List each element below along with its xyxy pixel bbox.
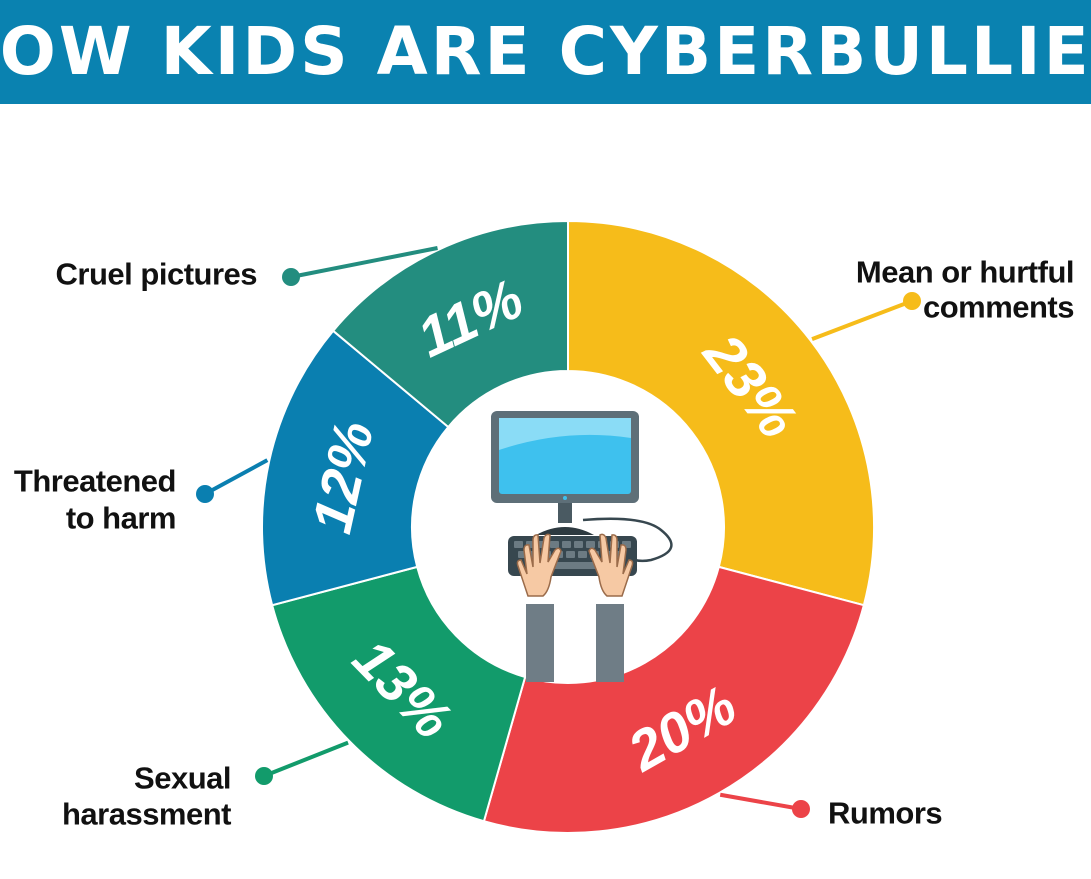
callout-line xyxy=(719,792,802,811)
callout-line xyxy=(290,246,438,279)
callout-line xyxy=(263,740,349,778)
donut-slice xyxy=(261,329,450,607)
title-banner: HOW KIDS ARE CYBERBULLIED xyxy=(0,0,1091,104)
callout-dot xyxy=(792,800,810,818)
callout-dot xyxy=(903,292,921,310)
computer-typing-hands-icon xyxy=(491,411,673,682)
chart-segments xyxy=(261,219,875,834)
category-label: Sexual xyxy=(134,761,231,796)
callout-dot xyxy=(196,485,214,503)
category-label: Mean or hurtful xyxy=(856,255,1074,290)
category-label: harassment xyxy=(62,797,231,832)
donut-slice xyxy=(270,565,527,823)
category-label: Rumors xyxy=(828,796,942,831)
page-title: HOW KIDS ARE CYBERBULLIED xyxy=(0,13,1091,90)
callout-dot xyxy=(255,767,273,785)
callout-line xyxy=(204,458,269,496)
category-label: to harm xyxy=(66,501,176,536)
category-label: Cruel pictures xyxy=(56,257,257,292)
callout-line xyxy=(811,299,913,341)
callout-dot xyxy=(282,268,300,286)
donut-slice xyxy=(331,219,569,429)
category-label: Threatened xyxy=(14,464,176,499)
donut-slice xyxy=(567,219,875,607)
category-label: comments xyxy=(923,290,1074,325)
donut-slice xyxy=(482,565,866,834)
